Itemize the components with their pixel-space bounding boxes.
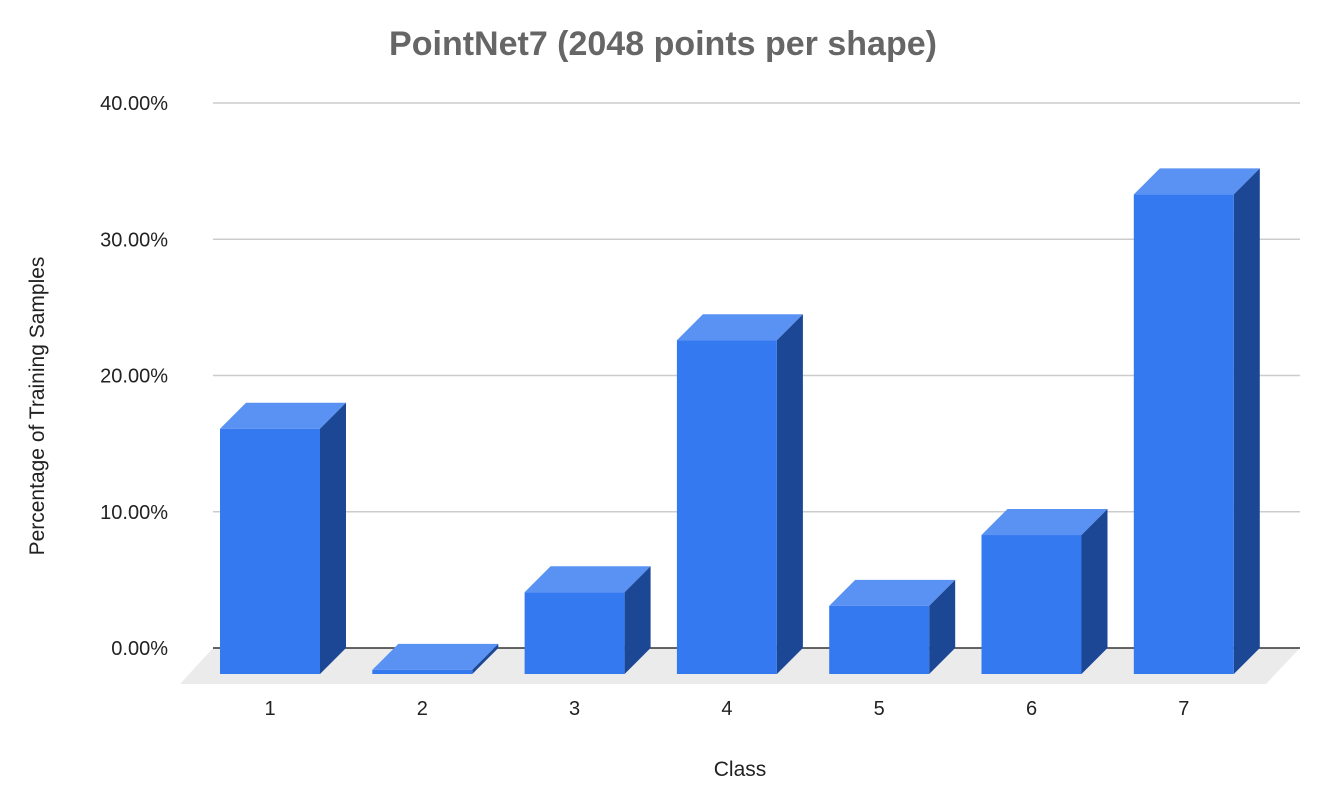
x-tick-label: 3 [569, 698, 580, 720]
chart-title: PointNet7 (2048 points per shape) [389, 25, 937, 63]
bar-3 [524, 566, 651, 674]
bar-top-face [372, 643, 499, 670]
bar-front-face [676, 340, 777, 674]
y-axis-label: Percentage of Training Samples [26, 257, 49, 556]
y-tick-label: 30.00% [100, 229, 168, 251]
y-tick-label: 0.00% [111, 638, 168, 660]
bar-2 [372, 643, 499, 674]
bar-front-face [1133, 194, 1234, 674]
x-tick-label: 2 [417, 698, 428, 720]
bar-6 [981, 509, 1108, 674]
bar-side-face [776, 314, 803, 674]
bar-7 [1133, 168, 1260, 674]
bar-front-face [829, 605, 930, 674]
bar-top-face [981, 509, 1108, 536]
x-tick-label: 5 [874, 698, 885, 720]
bar-front-face [524, 592, 625, 674]
y-tick-label: 20.00% [100, 366, 168, 388]
bar-top-face [220, 402, 346, 429]
bar-front-face [220, 428, 320, 674]
x-tick-label: 4 [721, 698, 732, 720]
y-axis-ticks: 0.00% 10.00% 20.00% 30.00% 40.00% [100, 93, 168, 660]
y-tick-label: 10.00% [100, 502, 168, 524]
bar-side-face [1081, 509, 1108, 674]
bar-side-face [320, 402, 346, 674]
x-tick-label: 6 [1026, 698, 1037, 720]
y-tick-label: 40.00% [100, 93, 168, 115]
bar-4 [676, 314, 803, 674]
bar-front-face [981, 535, 1082, 674]
bar-side-face [472, 643, 499, 674]
bar-top-face [524, 566, 651, 593]
bar-side-face [929, 579, 956, 674]
bar-top-face [676, 314, 803, 341]
bar-top-face [829, 579, 956, 606]
x-tick-label: 1 [264, 698, 275, 720]
bar-side-face [1233, 168, 1260, 674]
x-tick-label: 7 [1178, 698, 1189, 720]
x-axis-label: Class [714, 758, 767, 781]
bar-5 [829, 579, 956, 674]
bars [220, 168, 1260, 674]
bar-1 [220, 402, 346, 674]
bar-side-face [624, 566, 651, 674]
x-axis-ticks: 1 2 3 4 5 6 7 [264, 698, 1189, 720]
bar-front-face [372, 669, 473, 674]
bar-top-face [1133, 168, 1260, 195]
